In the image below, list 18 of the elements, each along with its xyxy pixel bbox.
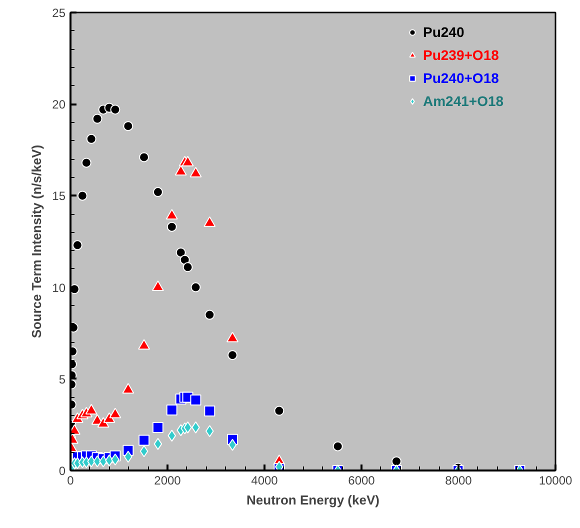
y-axis-title: Source Term Intensity (n/s/keV) [29, 144, 44, 338]
x-tick-label: 4000 [251, 474, 278, 488]
y-tick-label: 15 [52, 189, 66, 204]
y-tick-label: 0 [58, 464, 66, 478]
y-tick-label: 5 [58, 372, 66, 386]
legend-label: Pu239+O18 [423, 47, 499, 63]
legend-label: Pu240+O18 [423, 70, 499, 86]
legend-label: Pu240 [423, 24, 464, 40]
x-tick-label: 0 [67, 474, 74, 488]
x-tick-label: 2000 [154, 474, 182, 488]
x-tick-label: 6000 [348, 474, 376, 488]
y-tick-label: 20 [52, 98, 66, 112]
y-tick-label: 10 [52, 280, 66, 295]
x-tick-label: 10000 [538, 474, 573, 488]
legend-label: Am241+O18 [423, 93, 504, 109]
x-axis-title: Neutron Energy (keV) [246, 492, 380, 508]
y-tick-label: 25 [52, 6, 66, 20]
x-tick-label: 8000 [445, 474, 472, 488]
